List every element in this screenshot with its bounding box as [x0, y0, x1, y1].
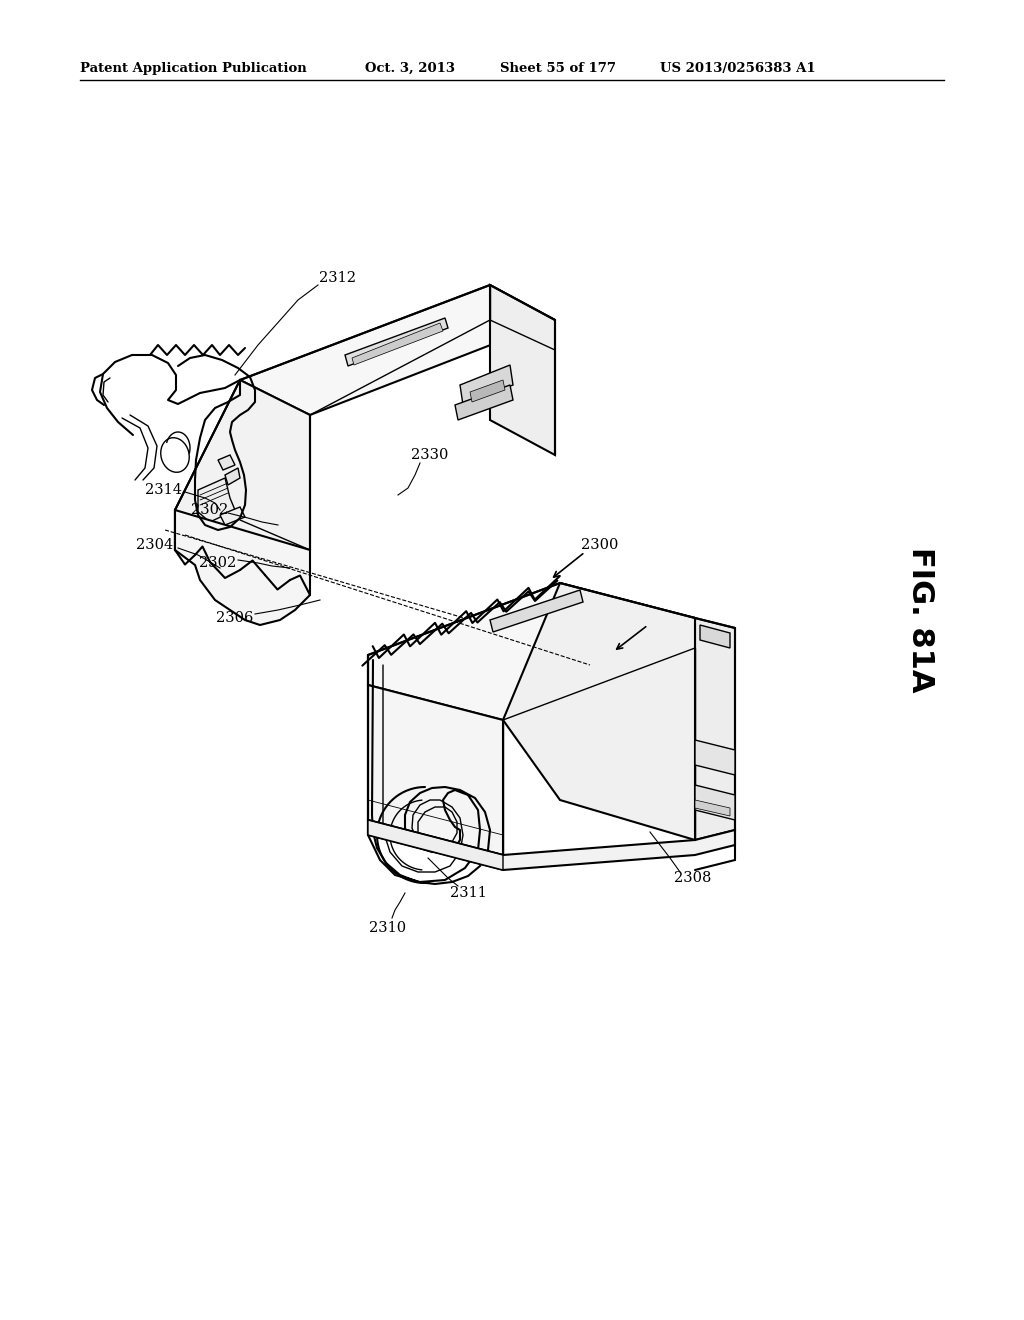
Text: 2306: 2306: [216, 611, 254, 624]
Polygon shape: [240, 285, 555, 414]
Polygon shape: [695, 618, 735, 840]
Polygon shape: [368, 583, 695, 719]
Text: 2314: 2314: [144, 483, 181, 498]
Text: 2310: 2310: [370, 921, 407, 935]
Text: 2311: 2311: [450, 886, 486, 900]
Text: 2308: 2308: [675, 871, 712, 884]
Polygon shape: [460, 366, 513, 405]
Text: 2302: 2302: [191, 503, 228, 517]
Polygon shape: [490, 285, 555, 455]
Text: 2312: 2312: [319, 271, 356, 285]
Polygon shape: [455, 385, 513, 420]
Polygon shape: [368, 820, 503, 870]
Polygon shape: [345, 318, 449, 366]
Text: FIG. 81A: FIG. 81A: [905, 548, 935, 693]
Polygon shape: [695, 741, 735, 775]
Polygon shape: [220, 507, 245, 525]
Polygon shape: [490, 590, 583, 632]
Text: US 2013/0256383 A1: US 2013/0256383 A1: [660, 62, 816, 75]
Polygon shape: [218, 455, 234, 470]
Text: Oct. 3, 2013: Oct. 3, 2013: [365, 62, 455, 75]
Polygon shape: [352, 323, 443, 366]
Polygon shape: [368, 685, 503, 855]
Text: 2304: 2304: [136, 539, 174, 552]
Polygon shape: [225, 469, 240, 484]
Ellipse shape: [600, 628, 640, 652]
Polygon shape: [470, 380, 505, 403]
Polygon shape: [368, 820, 735, 870]
Polygon shape: [175, 380, 310, 550]
Text: Sheet 55 of 177: Sheet 55 of 177: [500, 62, 616, 75]
Polygon shape: [503, 583, 695, 840]
Polygon shape: [198, 478, 234, 521]
Polygon shape: [695, 785, 735, 820]
Polygon shape: [700, 624, 730, 648]
Text: 2302: 2302: [200, 556, 237, 570]
Text: 2330: 2330: [412, 447, 449, 462]
Text: Patent Application Publication: Patent Application Publication: [80, 62, 307, 75]
Text: 2300: 2300: [582, 539, 618, 552]
Polygon shape: [175, 510, 310, 624]
Polygon shape: [695, 800, 730, 816]
